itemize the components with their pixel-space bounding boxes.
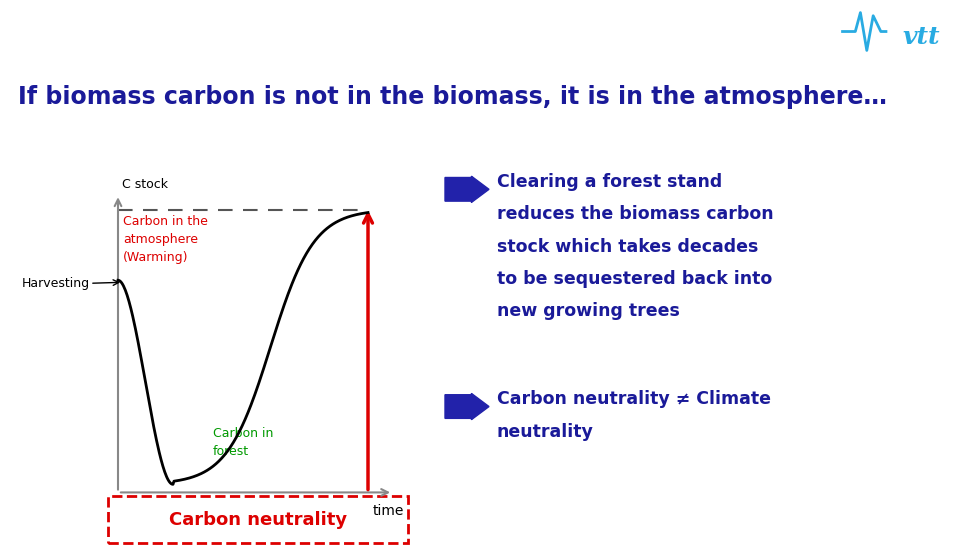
- Polygon shape: [445, 176, 489, 202]
- Text: 26/09/2013: 26/09/2013: [682, 30, 737, 39]
- Text: reduces the biomass carbon: reduces the biomass carbon: [497, 206, 774, 224]
- Text: VTT TECHNICAL RESEARCH CENTRE OF FINLAND: VTT TECHNICAL RESEARCH CENTRE OF FINLAND: [19, 30, 264, 39]
- Text: time: time: [373, 504, 404, 518]
- Text: Carbon neutrality: Carbon neutrality: [169, 511, 348, 529]
- Text: 14: 14: [787, 28, 804, 41]
- Text: Clearing a forest stand: Clearing a forest stand: [497, 173, 722, 191]
- Text: Carbon neutrality ≠ Climate: Carbon neutrality ≠ Climate: [497, 390, 771, 408]
- Bar: [108, 496, 408, 543]
- Text: Harvesting: Harvesting: [22, 277, 90, 290]
- Text: to be sequestered back into: to be sequestered back into: [497, 270, 772, 288]
- Text: neutrality: neutrality: [497, 423, 594, 441]
- Text: Carbon in the
atmosphere
(Warming): Carbon in the atmosphere (Warming): [123, 215, 208, 264]
- Text: stock which takes decades: stock which takes decades: [497, 238, 758, 256]
- Text: vtt: vtt: [902, 25, 940, 49]
- Text: new growing trees: new growing trees: [497, 302, 680, 321]
- Polygon shape: [445, 393, 489, 420]
- Text: Carbon in
forest: Carbon in forest: [213, 427, 274, 458]
- Text: If biomass carbon is not in the biomass, it is in the atmosphere…: If biomass carbon is not in the biomass,…: [18, 85, 887, 109]
- Text: C stock: C stock: [122, 178, 168, 191]
